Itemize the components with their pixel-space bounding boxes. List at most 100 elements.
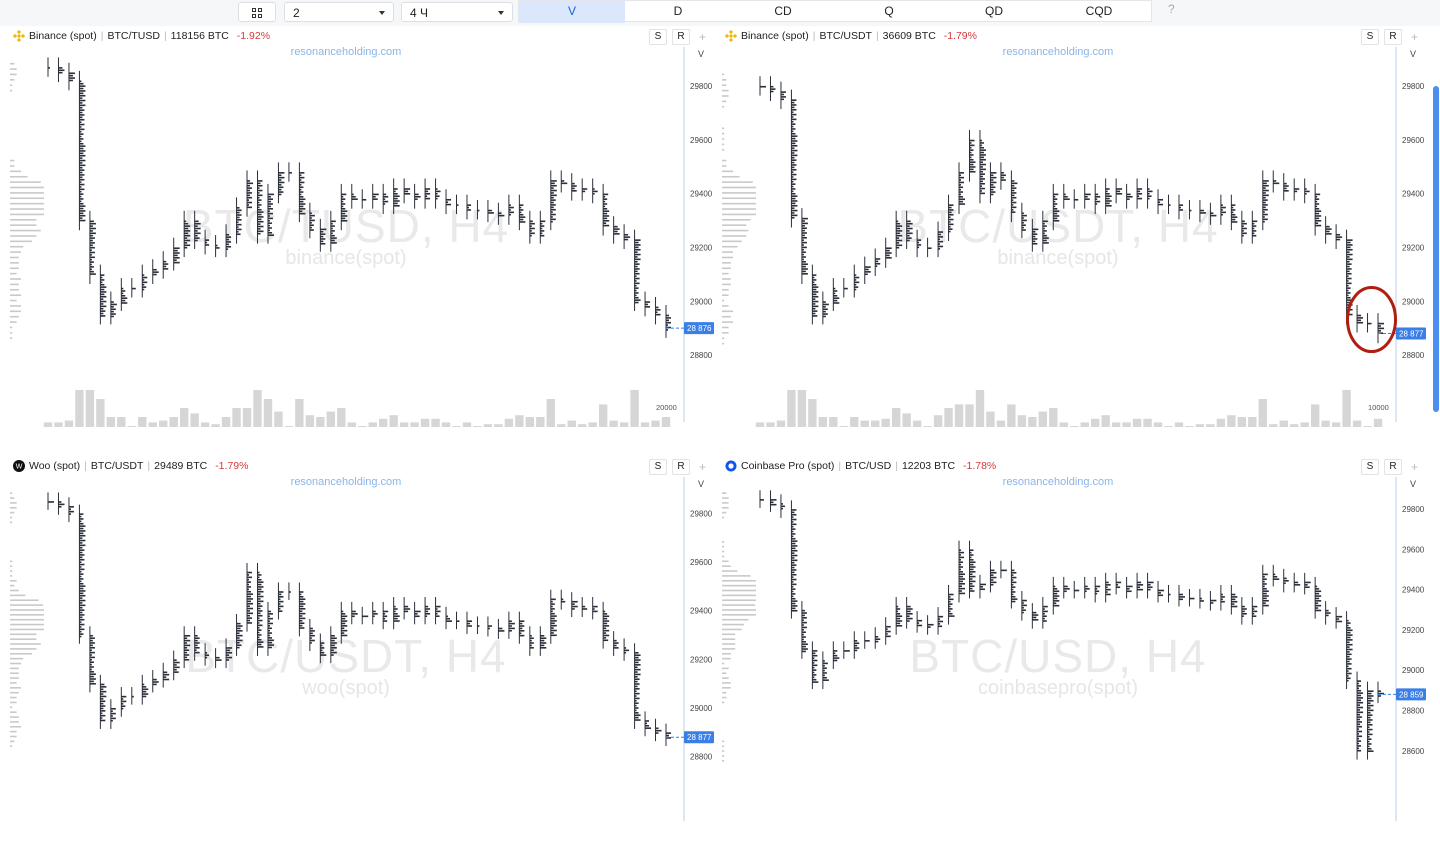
cluster-bar: [79, 176, 83, 179]
plus-icon[interactable]: +: [1411, 30, 1419, 44]
cluster-bar: [1315, 224, 1322, 227]
cluster-bar: [634, 296, 639, 299]
cluster-bar: [257, 588, 262, 591]
cluster-bar: [247, 614, 251, 617]
cluster-bar: [550, 612, 555, 615]
r-button[interactable]: R: [672, 29, 690, 45]
cluster-bar: [812, 669, 817, 671]
volume-bar: [630, 390, 639, 427]
cluster-bar: [68, 510, 74, 513]
profile-bar: [10, 202, 44, 205]
cluster-bar: [550, 189, 557, 192]
profile-bar: [722, 132, 725, 135]
profile-bar: [722, 750, 725, 752]
cluster-bar: [226, 243, 230, 246]
change-value: -1.92%: [236, 30, 271, 42]
cluster-bar: [969, 146, 972, 149]
cluster-bar: [89, 644, 93, 647]
tab-v[interactable]: V: [519, 1, 625, 23]
plus-icon[interactable]: +: [699, 30, 707, 44]
cluster-bar: [979, 173, 985, 175]
price-chart[interactable]: 298002960029400292002900028800200000Tue …: [6, 27, 718, 427]
cluster-bar: [1315, 588, 1320, 590]
cluster-bar: [299, 186, 304, 189]
cluster-bar: [320, 644, 323, 647]
s-button[interactable]: S: [1361, 459, 1379, 475]
cluster-bar: [519, 634, 525, 637]
cluster-bar: [257, 598, 261, 600]
cluster-bar: [89, 654, 92, 656]
volume-bar: [515, 415, 524, 427]
profile-bar: [10, 618, 44, 621]
cluster-bar: [854, 640, 858, 642]
cluster-bar: [1367, 747, 1372, 750]
cluster-bar: [351, 198, 358, 200]
volume-bar: [1331, 422, 1341, 427]
cluster-bar: [446, 201, 449, 203]
s-button[interactable]: S: [649, 29, 667, 45]
cluster-bar: [1273, 182, 1280, 185]
timeframe-select[interactable]: 4 Ч: [401, 2, 513, 22]
cluster-bar: [550, 182, 555, 185]
tab-qd[interactable]: QD: [985, 4, 1003, 18]
scrollbar[interactable]: [1433, 86, 1439, 412]
profile-bar: [722, 127, 725, 130]
cluster-bar: [1032, 240, 1036, 243]
cluster-bar: [236, 223, 242, 226]
cluster-bar: [1378, 325, 1381, 327]
s-button[interactable]: S: [1361, 29, 1379, 45]
cluster-bar: [79, 580, 82, 583]
plus-icon[interactable]: +: [699, 460, 707, 474]
cluster-bar: [780, 93, 784, 96]
plus-icon[interactable]: +: [1411, 460, 1419, 474]
r-button[interactable]: R: [1384, 459, 1402, 475]
cluster-bar: [1346, 639, 1353, 641]
cluster-bar: [79, 539, 86, 542]
cluster-bar: [906, 230, 910, 232]
cluster-bar: [309, 627, 313, 630]
cluster-bar: [1367, 322, 1372, 325]
panel-header: Binance (spot) | BTC/USDT | 36609 BTC -1.79%…: [718, 27, 1430, 45]
layout-count-select[interactable]: 2: [284, 2, 394, 22]
cluster-bar: [404, 605, 409, 608]
r-button[interactable]: R: [672, 459, 690, 475]
profile-bar: [722, 760, 725, 762]
profile-bar: [10, 565, 13, 567]
cluster-bar: [1011, 187, 1017, 189]
cluster-bar: [959, 176, 965, 179]
cluster-bar: [257, 643, 262, 646]
cluster-bar: [979, 151, 984, 154]
watermark: resonanceholding.com: [1002, 46, 1114, 58]
cluster-bar: [435, 195, 440, 197]
cluster-bar: [791, 159, 797, 161]
cluster-bar: [173, 666, 180, 669]
layout-grid-button[interactable]: [238, 2, 276, 22]
profile-bar: [10, 604, 43, 606]
tab-d[interactable]: D: [673, 4, 683, 18]
cluster-bar: [330, 654, 334, 656]
tab-cd[interactable]: CD: [774, 4, 792, 18]
cluster-bar: [969, 571, 976, 573]
r-button[interactable]: R: [1384, 29, 1402, 45]
cluster-bar: [906, 608, 913, 610]
cluster-bar: [1231, 598, 1236, 601]
s-button[interactable]: S: [649, 459, 667, 475]
cluster-bar: [100, 695, 107, 698]
cluster-bar: [299, 598, 306, 600]
cluster-bar: [1011, 600, 1016, 603]
cluster-bar: [299, 172, 305, 174]
help-button[interactable]: ?: [1168, 2, 1175, 16]
cluster-bar: [48, 501, 54, 503]
tab-q[interactable]: Q: [884, 4, 894, 18]
cluster-bar: [1095, 588, 1098, 590]
price-chart[interactable]: 298002960029400292002900028800100000Tue …: [718, 27, 1430, 427]
cluster-bar: [979, 154, 986, 156]
profile-bar: [722, 516, 725, 519]
cluster-bar: [1262, 590, 1269, 592]
cluster-bar: [79, 537, 83, 539]
cluster-bar: [1357, 709, 1361, 711]
tab-cqd[interactable]: CQD: [1085, 4, 1113, 18]
divider: |: [84, 460, 87, 472]
